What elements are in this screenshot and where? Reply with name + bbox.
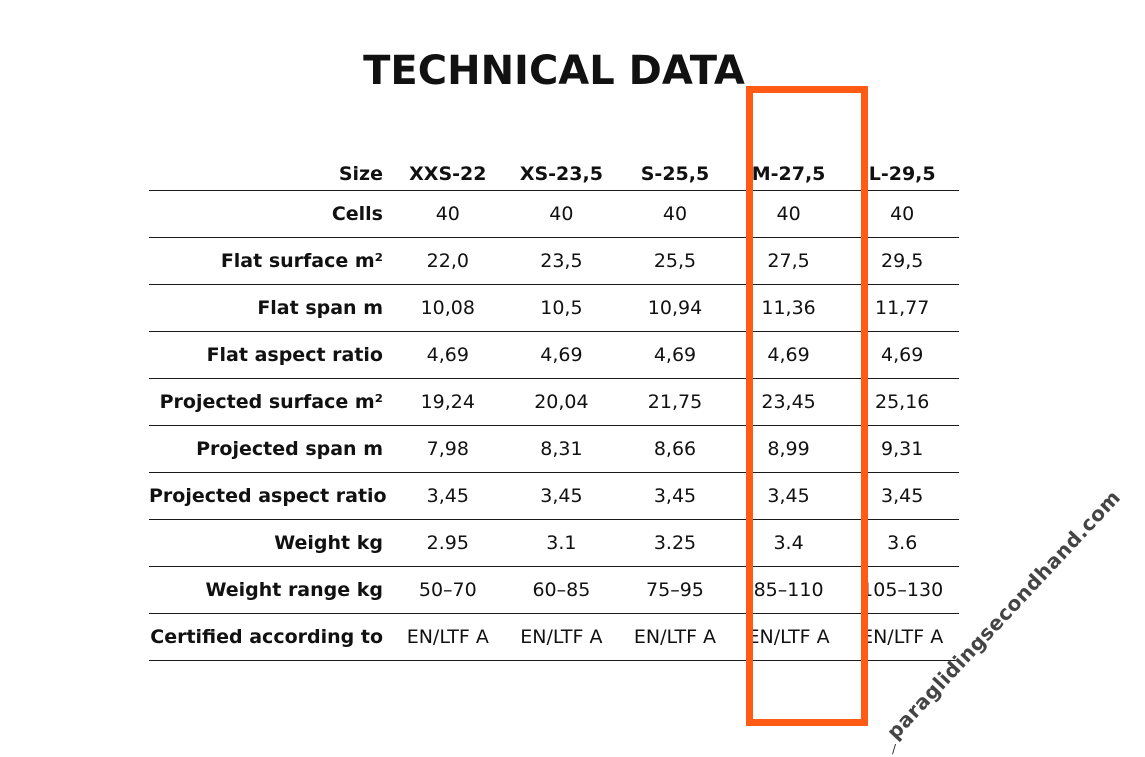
row-value: 40 [731,190,846,238]
table-row: Projected surface m² 19,24 20,04 21,75 23,45… [149,378,959,426]
row-value: 3.25 [618,519,732,567]
table-row: Flat surface m² 22,0 23,5 25,5 27,5 29,5 [149,237,959,285]
header-size-xs: XS-23,5 [504,145,619,191]
row-value: 4,69 [845,331,959,379]
header-size-s: S-25,5 [618,145,732,191]
row-label: Flat span m [149,284,391,332]
page-title: TECHNICAL DATA [363,48,745,94]
row-value: EN/LTF A [618,613,732,661]
row-value: 10,08 [391,284,505,332]
row-value: 22,0 [391,237,505,285]
row-label: Weight kg [149,519,391,567]
row-value: 75–95 [618,566,732,614]
row-value: EN/LTF A [391,613,505,661]
table-row: Flat aspect ratio 4,69 4,69 4,69 4,69 4,69 [149,331,959,379]
row-value: 21,75 [618,378,732,426]
row-value: 3,45 [618,472,732,520]
row-value: 8,66 [618,425,732,473]
row-value: 40 [504,190,619,238]
technical-data-table: Size XXS-22 XS-23,5 S-25,5 M-27,5 L-29,5… [149,145,959,661]
row-value: 3,45 [391,472,505,520]
row-value: 3,45 [731,472,846,520]
row-label: Weight range kg [149,566,391,614]
row-label: Projected surface m² [149,378,391,426]
row-value: 40 [845,190,959,238]
row-value: 19,24 [391,378,505,426]
table-row: Certified according to EN/LTF A EN/LTF A EN… [149,613,959,661]
row-value: 8,99 [731,425,846,473]
row-value: 3.6 [845,519,959,567]
table-row: Projected span m 7,98 8,31 8,66 8,99 9,31 [149,425,959,473]
row-value: EN/LTF A [845,613,959,661]
row-value: 25,5 [618,237,732,285]
page-mark: / [892,742,897,756]
row-value: 4,69 [618,331,732,379]
row-value: 105–130 [845,566,959,614]
table-header-row: Size XXS-22 XS-23,5 S-25,5 M-27,5 L-29,5 [149,145,959,191]
table-row: Weight range kg 50–70 60–85 75–95 85–110 105–… [149,566,959,614]
row-label: Projected span m [149,425,391,473]
row-value: 3.4 [731,519,846,567]
row-value: 40 [618,190,732,238]
row-value: 23,5 [504,237,619,285]
row-value: 8,31 [504,425,619,473]
row-value: 11,77 [845,284,959,332]
row-value: 85–110 [731,566,846,614]
row-value: 3,45 [845,472,959,520]
row-value: EN/LTF A [504,613,619,661]
row-value: 29,5 [845,237,959,285]
header-size-l: L-29,5 [845,145,959,191]
row-value: 50–70 [391,566,505,614]
row-value: 4,69 [504,331,619,379]
row-value: 4,69 [391,331,505,379]
row-label: Certified according to [149,613,391,661]
row-value: 2.95 [391,519,505,567]
table-row: Projected aspect ratio 3,45 3,45 3,45 3,45 3,… [149,472,959,520]
row-value: EN/LTF A [731,613,846,661]
header-label-size: Size [149,145,391,191]
header-size-xxs: XXS-22 [391,145,505,191]
row-value: 10,5 [504,284,619,332]
table-row: Flat span m 10,08 10,5 10,94 11,36 11,77 [149,284,959,332]
row-value: 60–85 [504,566,619,614]
row-value: 25,16 [845,378,959,426]
row-value: 11,36 [731,284,846,332]
row-value: 3,45 [504,472,619,520]
row-value: 7,98 [391,425,505,473]
row-value: 23,45 [731,378,846,426]
row-value: 27,5 [731,237,846,285]
header-size-m: M-27,5 [731,145,846,191]
row-value: 4,69 [731,331,846,379]
row-value: 3.1 [504,519,619,567]
row-value: 20,04 [504,378,619,426]
row-value: 10,94 [618,284,732,332]
table-row: Cells 40 40 40 40 40 [149,190,959,238]
table-row: Weight kg 2.95 3.1 3.25 3.4 3.6 [149,519,959,567]
row-label: Flat surface m² [149,237,391,285]
row-value: 9,31 [845,425,959,473]
row-label: Projected aspect ratio [149,472,391,520]
row-label: Flat aspect ratio [149,331,391,379]
row-value: 40 [391,190,505,238]
row-label: Cells [149,190,391,238]
